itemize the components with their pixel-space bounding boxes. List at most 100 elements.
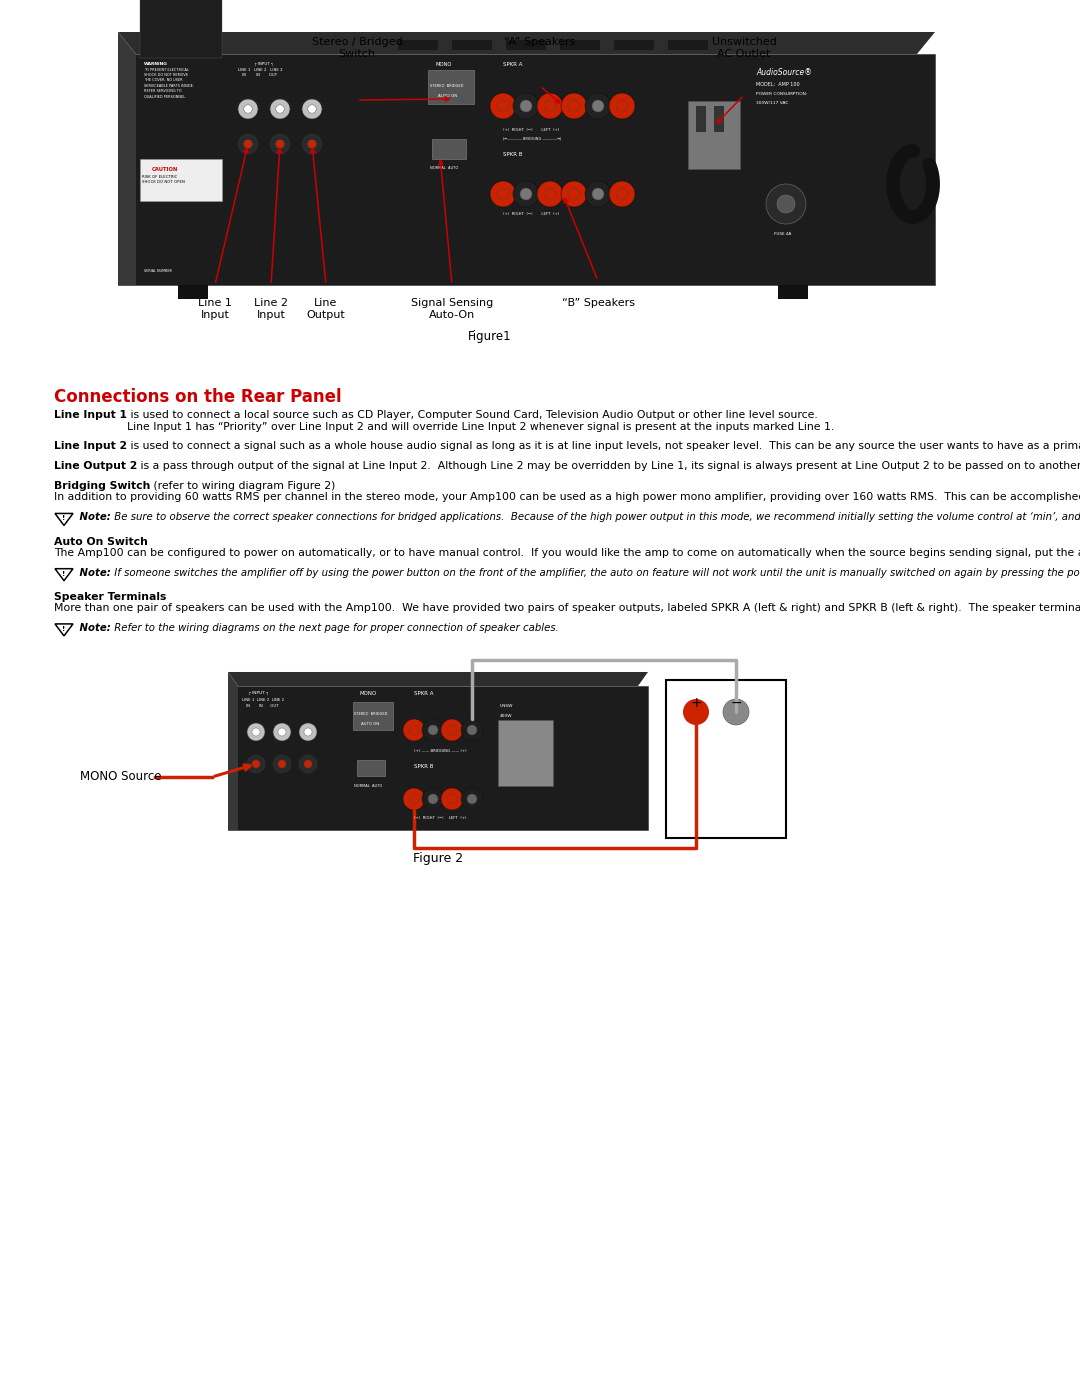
- Text: !: !: [63, 626, 66, 631]
- Text: POWER CONSUMPTION:: POWER CONSUMPTION:: [756, 92, 808, 96]
- Text: STEREO  BRIDGED: STEREO BRIDGED: [430, 84, 463, 88]
- Circle shape: [467, 725, 477, 735]
- Text: Note:: Note:: [76, 513, 111, 522]
- Text: SPKR B: SPKR B: [414, 764, 433, 768]
- Circle shape: [441, 788, 463, 810]
- Text: (+)  RIGHT  (−)       LEFT  (+): (+) RIGHT (−) LEFT (+): [503, 212, 559, 217]
- Circle shape: [683, 698, 708, 725]
- Text: −: −: [730, 696, 742, 710]
- Circle shape: [409, 793, 419, 805]
- Bar: [399, 41, 438, 50]
- Text: SPKR A: SPKR A: [414, 692, 433, 696]
- Circle shape: [561, 182, 588, 207]
- Polygon shape: [228, 672, 648, 686]
- Circle shape: [308, 105, 316, 113]
- Circle shape: [461, 788, 483, 810]
- Circle shape: [490, 94, 516, 119]
- Text: is used to connect a local source such as CD Player, Computer Sound Card, Televi: is used to connect a local source such a…: [127, 409, 834, 432]
- Text: NORMAL  AUTO: NORMAL AUTO: [354, 784, 382, 788]
- Text: 400W: 400W: [500, 714, 513, 718]
- Bar: [778, 285, 808, 299]
- Polygon shape: [118, 32, 935, 54]
- Circle shape: [609, 94, 635, 119]
- Circle shape: [513, 94, 539, 119]
- Text: RISK OF ELECTRIC
SHOCK DO NOT OPEN: RISK OF ELECTRIC SHOCK DO NOT OPEN: [141, 175, 185, 184]
- Circle shape: [467, 793, 477, 805]
- Text: !: !: [63, 571, 66, 577]
- Text: In addition to providing 60 watts RMS per channel in the stereo mode, your Amp10: In addition to providing 60 watts RMS pe…: [54, 492, 1080, 503]
- Text: WARNING: WARNING: [144, 61, 167, 66]
- Text: !: !: [63, 515, 66, 521]
- Text: Line Input 2: Line Input 2: [54, 441, 127, 451]
- Circle shape: [303, 728, 312, 736]
- Circle shape: [302, 99, 322, 119]
- Text: ┌ INPUT ┐: ┌ INPUT ┐: [254, 61, 273, 66]
- Bar: [178, 285, 208, 299]
- Circle shape: [422, 719, 444, 740]
- Circle shape: [275, 105, 284, 113]
- Bar: [498, 719, 553, 787]
- Text: AudioSource®: AudioSource®: [756, 68, 812, 77]
- Text: Line Output 2: Line Output 2: [54, 461, 137, 471]
- Text: SPKR B: SPKR B: [503, 152, 523, 156]
- Text: (refer to wiring diagram Figure 2): (refer to wiring diagram Figure 2): [150, 482, 336, 492]
- Bar: [696, 106, 706, 131]
- Circle shape: [585, 94, 611, 119]
- Text: More than one pair of speakers can be used with the Amp100.  We have provided tw: More than one pair of speakers can be us…: [54, 604, 1080, 613]
- Text: LINE 1   LINE 2   LINE 2: LINE 1 LINE 2 LINE 2: [238, 68, 283, 73]
- Circle shape: [519, 189, 532, 200]
- Bar: [714, 106, 724, 131]
- Polygon shape: [118, 32, 136, 285]
- Circle shape: [461, 719, 483, 740]
- Bar: [615, 41, 654, 50]
- Circle shape: [238, 99, 258, 119]
- Circle shape: [273, 724, 291, 740]
- Circle shape: [403, 788, 426, 810]
- Text: ┌ INPUT ┐: ┌ INPUT ┐: [248, 692, 269, 696]
- Text: Auto On Switch: Auto On Switch: [54, 536, 148, 546]
- Text: (+)  RIGHT  (−)    LEFT  (+): (+) RIGHT (−) LEFT (+): [414, 816, 467, 820]
- Bar: [561, 41, 600, 50]
- Circle shape: [447, 725, 457, 735]
- Text: Note:: Note:: [76, 567, 111, 578]
- Text: SERIAL NUMBER: SERIAL NUMBER: [144, 270, 172, 272]
- Text: Figure 2: Figure 2: [413, 852, 463, 865]
- Circle shape: [592, 101, 604, 112]
- Circle shape: [247, 724, 265, 740]
- Circle shape: [428, 793, 438, 805]
- Text: STEREO  BRIDGED: STEREO BRIDGED: [354, 712, 388, 717]
- Circle shape: [252, 760, 260, 768]
- Circle shape: [244, 140, 253, 148]
- Circle shape: [568, 101, 580, 112]
- Text: The Amp100 can be configured to power on automatically, or to have manual contro: The Amp100 can be configured to power on…: [54, 548, 1080, 557]
- Text: Bridging Switch: Bridging Switch: [54, 482, 150, 492]
- Text: Switch: Switch: [338, 49, 376, 59]
- Text: Refer to the wiring diagrams on the next page for proper connection of speaker c: Refer to the wiring diagrams on the next…: [111, 623, 558, 633]
- Circle shape: [490, 182, 516, 207]
- Circle shape: [777, 196, 795, 212]
- Circle shape: [616, 101, 627, 112]
- Circle shape: [519, 101, 532, 112]
- Bar: [140, 159, 222, 201]
- Text: (+) —— BRIDGING —— (+): (+) —— BRIDGING —— (+): [414, 749, 467, 753]
- Text: “A” Speakers: “A” Speakers: [504, 36, 576, 47]
- Text: UNSW: UNSW: [500, 704, 513, 708]
- Text: Line 1: Line 1: [198, 298, 232, 307]
- Circle shape: [592, 189, 604, 200]
- Text: +: +: [690, 696, 702, 710]
- Bar: [228, 686, 648, 830]
- Text: NORMAL  AUTO: NORMAL AUTO: [430, 166, 458, 170]
- Circle shape: [561, 94, 588, 119]
- Text: Signal Sensing: Signal Sensing: [410, 298, 494, 307]
- Bar: [118, 54, 935, 285]
- Text: is used to connect a signal such as a whole house audio signal as long as it is : is used to connect a signal such as a wh…: [127, 441, 1080, 451]
- Circle shape: [303, 760, 312, 768]
- Polygon shape: [228, 672, 238, 830]
- Bar: [432, 138, 465, 159]
- Circle shape: [278, 728, 286, 736]
- Text: Input: Input: [201, 310, 229, 320]
- Text: Stereo / Bridged: Stereo / Bridged: [312, 36, 403, 47]
- Text: LINE 1  LINE 2  LINE 2: LINE 1 LINE 2 LINE 2: [242, 698, 284, 701]
- Text: is a pass through output of the signal at Line Input 2.  Although Line 2 may be : is a pass through output of the signal a…: [137, 461, 1080, 471]
- Text: Unswitched: Unswitched: [712, 36, 777, 47]
